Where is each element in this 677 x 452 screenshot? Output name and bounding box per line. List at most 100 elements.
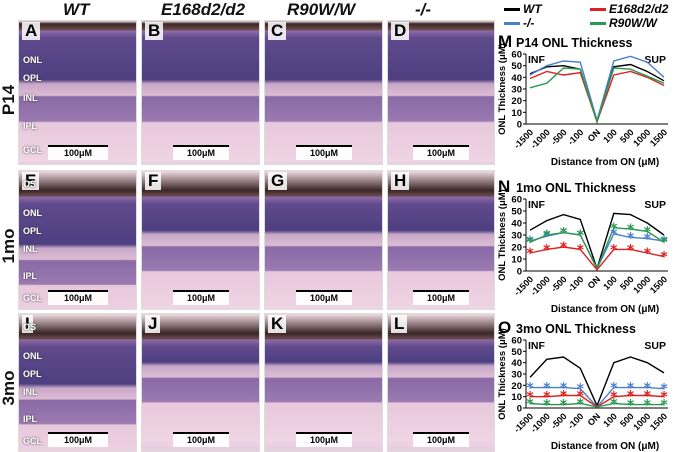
y-tick-label: 10	[511, 255, 522, 266]
panel-letter: D	[391, 22, 410, 40]
y-tick-label: 20	[511, 96, 522, 107]
column-header-knockout: -/-	[415, 0, 432, 19]
y-tick-label: 20	[511, 243, 522, 254]
significance-star: *	[627, 398, 635, 414]
chart-title: 1mo ONL Thickness	[516, 181, 636, 195]
column-header-e168: E168d2/d2	[161, 0, 246, 19]
panel-letter: E	[22, 172, 40, 190]
panel-letter: F	[145, 172, 162, 190]
layer-label-os: OS	[23, 179, 37, 189]
y-tick-label: 50	[511, 347, 522, 358]
legend-swatch	[504, 7, 520, 11]
y-tick-label: 40	[511, 219, 522, 230]
y-tick-label: 10	[511, 108, 522, 119]
layer-label-gcl: GCL	[23, 436, 42, 446]
layer-label-onl: ONL	[23, 208, 42, 218]
significance-star: *	[644, 232, 652, 248]
x-axis-label: Distance from ON (μM)	[551, 441, 659, 452]
histology-panel-a: A ONL OPL INL IPL GCL 100μM	[18, 20, 137, 165]
x-tick-label: 1500	[648, 411, 669, 432]
significance-star: *	[526, 396, 534, 412]
significance-star: *	[627, 230, 635, 246]
significance-star: *	[644, 389, 652, 405]
histology-panel-b: B 100μM	[141, 20, 260, 165]
legend-swatch	[504, 21, 520, 25]
annotation-inf: INF	[528, 199, 546, 211]
panel-letter: J	[145, 315, 161, 333]
x-tick-label: -1000	[529, 274, 552, 297]
x-tick-label: 100	[601, 411, 619, 429]
significance-star: *	[543, 398, 551, 414]
y-tick-label: 10	[511, 392, 522, 403]
y-tick-label: 60	[511, 195, 522, 206]
significance-star: *	[610, 381, 618, 397]
series-line-r90w-w	[529, 67, 665, 125]
row-label-3mo: 3mo	[0, 370, 18, 406]
layer-label-opl: OPL	[23, 369, 42, 379]
y-tick-label: 40	[511, 358, 522, 369]
y-axis-label: ONL Thickness (μM)	[497, 43, 508, 135]
scale-bar: 100μM	[296, 432, 352, 447]
significance-star: *	[627, 222, 635, 238]
significance-star: *	[660, 250, 668, 266]
significance-star: *	[577, 382, 585, 398]
x-tick-label: -100	[566, 127, 586, 147]
y-tick-label: 20	[511, 381, 522, 392]
panel-letter: I	[22, 315, 33, 333]
row-label-1mo: 1mo	[0, 228, 18, 264]
chart-m: M P14 ONL Thickness 0 10 20 30 40 50 60 -1500 -100…	[496, 30, 674, 168]
y-tick-label: 50	[511, 207, 522, 218]
significance-star: *	[610, 227, 618, 243]
annotation-inf: INF	[528, 340, 546, 352]
chart-n: N 1mo ONL Thickness 0 10 20 30 40 50 60 -1500 -100…	[496, 175, 674, 315]
y-tick-label: 30	[511, 231, 522, 242]
x-tick-label: -1000	[529, 127, 552, 150]
significance-star: *	[526, 235, 534, 251]
legend-label: WT	[523, 2, 542, 16]
legend-label: -/-	[523, 16, 535, 30]
x-tick-label: ON	[586, 127, 603, 144]
x-tick-label: -1000	[529, 411, 552, 434]
x-axis-label: Distance from ON (μM)	[551, 157, 659, 168]
x-tick-label: 1000	[631, 127, 652, 148]
chart-title: 3mo ONL Thickness	[516, 322, 636, 336]
scale-bar: 100μM	[296, 145, 352, 160]
x-tick-label: -500	[549, 274, 569, 294]
significance-star: *	[644, 398, 652, 414]
significance-star: *	[543, 229, 551, 245]
significance-star: *	[660, 234, 668, 250]
panel-letter: L	[391, 315, 408, 333]
x-tick-label: 1000	[631, 274, 652, 295]
x-tick-label: -500	[549, 411, 569, 431]
significance-star: *	[560, 226, 568, 242]
panel-letter: K	[268, 315, 287, 333]
significance-star: *	[577, 228, 585, 244]
histology-panel-l: L 100μM	[387, 313, 495, 452]
x-tick-label: 100	[601, 274, 619, 292]
layer-label-onl: ONL	[23, 351, 42, 361]
scale-bar: 100μM	[48, 290, 108, 305]
layer-label-ipl: IPL	[23, 271, 38, 281]
histology-panel-k: K 100μM	[264, 313, 383, 452]
scale-bar: 100μM	[296, 290, 352, 305]
significance-star: *	[627, 389, 635, 405]
scale-bar: 100μM	[48, 145, 108, 160]
significance-star: *	[644, 224, 652, 240]
row-label-p14: P14	[0, 84, 18, 116]
legend-swatch	[590, 21, 606, 25]
series-line-r90w-w	[529, 227, 665, 271]
chart-panel-letter: O	[498, 318, 511, 337]
y-tick-label: 0	[517, 404, 522, 415]
legend-item-knockout: -/-	[504, 16, 534, 30]
y-tick-label: 60	[511, 50, 522, 61]
significance-star: *	[644, 381, 652, 397]
layer-label-ipl: IPL	[23, 121, 38, 131]
annotation-sup: SUP	[644, 199, 666, 211]
significance-star: *	[543, 242, 551, 258]
chart-o-svg: O 3mo ONL Thickness0102030405060-1500-100…	[497, 318, 669, 452]
layer-label-gcl: GCL	[23, 293, 42, 303]
layer-label-onl: ONL	[23, 55, 42, 65]
legend-item-r90w: R90W/W	[590, 16, 657, 30]
x-tick-label: 1000	[631, 411, 652, 432]
significance-star: *	[610, 390, 618, 406]
